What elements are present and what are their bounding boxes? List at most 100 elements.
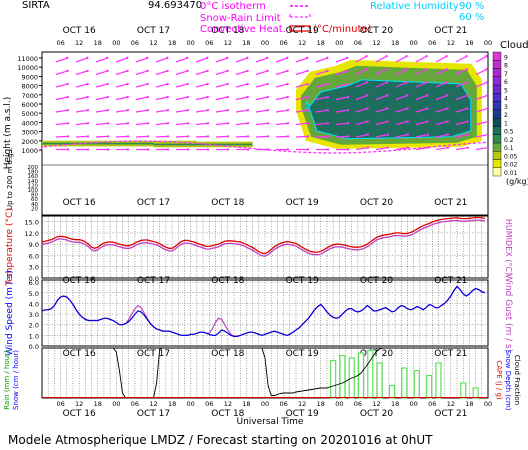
wind-arrow	[355, 147, 368, 151]
day-label-bottom: OCT 18	[211, 409, 244, 419]
wind-arrow	[75, 135, 89, 138]
height-tick-label-low: 100	[28, 188, 39, 194]
wind-arrow	[95, 122, 108, 126]
wind-arrow-head	[405, 81, 409, 84]
wind-arrow	[415, 55, 427, 63]
wind-arrow	[295, 83, 308, 88]
wind-arrow	[455, 55, 467, 63]
hour-label-top: 12	[447, 39, 455, 47]
day-label-bottom: OCT 19	[286, 409, 319, 419]
wind-arrow	[475, 147, 488, 151]
wind-arrow-head	[426, 94, 429, 97]
wind-arrow-head	[425, 81, 429, 84]
colorbar-tick-label: 0.02	[504, 162, 518, 169]
wind-gust-axis-label: Wind Gust (m / s)	[503, 274, 513, 352]
wind-arrow-head	[286, 95, 289, 99]
wind-arrow-head	[166, 69, 169, 73]
day-label-bottom: OCT 17	[137, 409, 170, 419]
wind-arrow-head	[326, 69, 329, 73]
wind-arrow-head	[146, 95, 149, 99]
wind-arrow-head	[186, 109, 190, 112]
colorbar-tick-label: 0.1	[504, 145, 514, 152]
wind-arrow	[95, 109, 108, 113]
hour-label-bottom: 18	[242, 400, 250, 408]
wind-arrow-head	[286, 56, 289, 60]
wind-arrow-head	[326, 135, 330, 138]
wind-arrow	[475, 68, 488, 76]
hour-label-bottom: 12	[372, 400, 380, 408]
humidex-axis-label: HUMIDEX (°C)	[504, 219, 513, 275]
wind-arrow-head	[66, 135, 70, 138]
wind-arrow-head	[445, 81, 449, 84]
time-axis-label: Universal Time	[237, 417, 304, 427]
wind-arrow-head	[266, 109, 270, 112]
height-tick-label: 10000	[17, 64, 38, 72]
wind-arrow	[275, 122, 288, 126]
wind-arrow-head	[246, 122, 250, 125]
wind-arrow-head	[346, 82, 349, 86]
hour-label-top: 12	[298, 39, 306, 47]
wind-arrow-head	[486, 146, 488, 149]
day-label: OCT 20	[360, 198, 393, 208]
series	[41, 216, 488, 399]
wind-arrow-head	[226, 82, 229, 86]
wind-arrow-head	[406, 94, 409, 97]
hour-label-top: 18	[391, 39, 399, 47]
wind-arrow	[355, 68, 368, 76]
hour-label-top: 18	[465, 39, 473, 47]
wind-arrow	[315, 70, 328, 76]
wind-arrow	[415, 107, 428, 113]
wind-arrow	[455, 81, 468, 88]
height-tick-label: 6000	[21, 101, 38, 109]
wind-arrow-head	[466, 107, 469, 110]
wind-arrow	[375, 55, 387, 63]
wind-arrow	[295, 135, 309, 138]
wind-arrow	[355, 107, 368, 113]
wind-arrow-head	[206, 95, 209, 99]
height-tick-label: 11000	[17, 55, 38, 63]
wind-arrow-head	[186, 82, 189, 86]
wind-arrow	[95, 70, 108, 76]
day-label-top: OCT 19	[286, 26, 319, 36]
hour-label-top: 00	[187, 39, 195, 47]
wind-arrow-head	[426, 107, 429, 110]
wind-arrow-head	[146, 69, 149, 73]
hour-label-top: 18	[242, 39, 250, 47]
wind-gust-line	[41, 285, 486, 337]
wind-arrow-head	[486, 94, 488, 97]
colorbar-tick-label: 4	[504, 96, 508, 103]
wind-arrow	[275, 96, 288, 101]
wind-arrow	[55, 83, 68, 88]
wind-arrow	[135, 83, 148, 88]
wind-arrow	[215, 70, 228, 76]
wind-tick-label: 4.0	[29, 300, 39, 308]
wind-arrow-head	[466, 133, 469, 136]
height-tick-label-low: 80	[31, 193, 38, 199]
wind-arrow-head	[385, 68, 389, 71]
colorbar-title: Clouds	[500, 40, 528, 51]
hour-label-top: 00	[484, 39, 492, 47]
wind-arrow-head	[226, 109, 230, 112]
wind-arrow	[135, 109, 148, 113]
wind-arrow	[435, 81, 448, 88]
wind-arrow-head	[326, 122, 330, 125]
wind-arrow	[355, 55, 367, 63]
wind-arrow	[315, 122, 328, 126]
wind-arrow	[75, 70, 88, 76]
wind-arrow-head	[486, 107, 488, 110]
wind-arrow-head	[106, 109, 110, 112]
wind-arrow-head	[326, 82, 329, 86]
wind-arrow-head	[425, 55, 428, 58]
wind-speed-line	[41, 285, 486, 337]
wind-arrow	[415, 120, 428, 126]
hour-label-top: 06	[56, 39, 64, 47]
legend-convective: Convective Heat.	[200, 24, 286, 35]
colorbar-tick-label: 0.5	[504, 129, 514, 136]
wind-arrow-head	[326, 56, 329, 60]
height-tick-label: 7000	[21, 92, 38, 100]
cloud-band	[42, 141, 197, 146]
wind-arrow	[395, 134, 408, 138]
day-label: OCT 21	[434, 198, 467, 208]
height-tick-label: 9000	[21, 73, 38, 81]
